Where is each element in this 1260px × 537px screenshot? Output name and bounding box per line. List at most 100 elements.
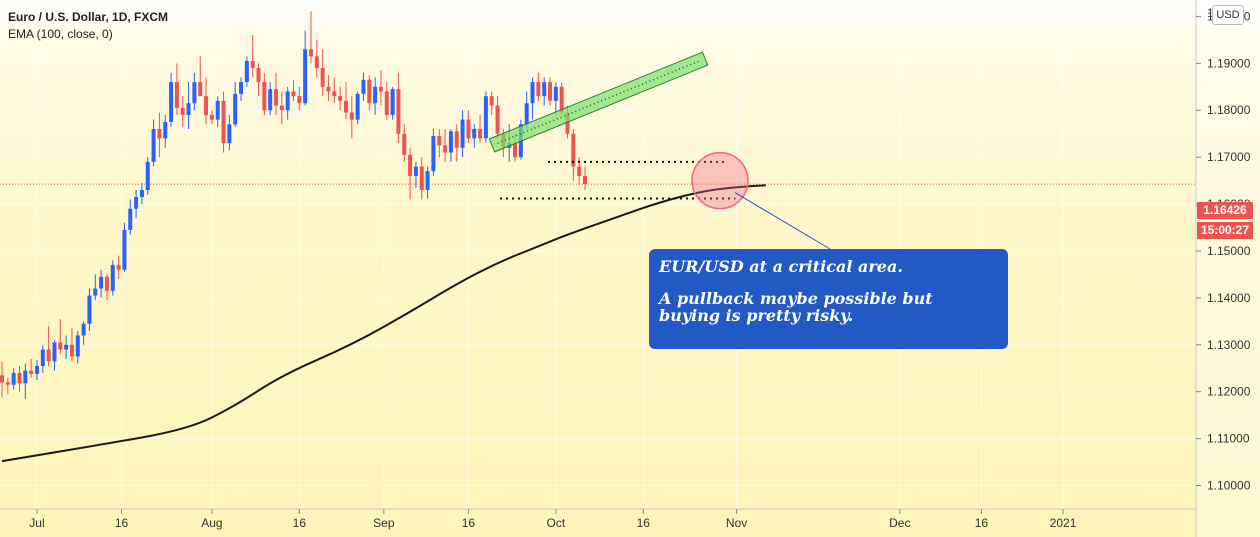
- candle-body: [577, 166, 582, 176]
- candle: [0, 361, 4, 398]
- candle: [355, 91, 360, 125]
- x-tick-label: Oct: [547, 516, 566, 530]
- candle-body: [139, 189, 144, 198]
- candle: [163, 114, 168, 148]
- candle: [23, 363, 28, 399]
- y-tick-label-partial: 1: [1207, 6, 1214, 20]
- candle: [244, 56, 249, 87]
- candle-body: [34, 365, 39, 374]
- candle-body: [145, 161, 150, 190]
- candle: [93, 274, 98, 301]
- x-tick-label: Nov: [726, 516, 747, 530]
- candle: [373, 77, 378, 115]
- candle: [291, 79, 296, 101]
- candle: [99, 269, 104, 298]
- y-tick-label: 1.19000: [1207, 56, 1251, 70]
- candle-body: [64, 344, 69, 350]
- candle-body: [361, 79, 366, 94]
- candle: [11, 368, 16, 390]
- candles: [0, 11, 587, 399]
- candle-body: [204, 96, 209, 115]
- candle-body: [466, 119, 471, 139]
- candle: [17, 365, 22, 392]
- note-connector: [734, 192, 831, 250]
- candle-body: [99, 276, 104, 289]
- x-tick-label: 2021: [1050, 516, 1077, 530]
- candle: [151, 119, 156, 167]
- candle-body: [460, 119, 465, 148]
- candle-body: [5, 382, 10, 385]
- candle-body: [163, 121, 168, 139]
- candle-body: [483, 96, 488, 139]
- candle-body: [495, 105, 500, 134]
- candle-body: [52, 342, 57, 362]
- candle-body: [513, 143, 518, 158]
- price-axis-bg[interactable]: [1196, 0, 1260, 537]
- candle: [419, 157, 424, 200]
- candle: [268, 82, 273, 115]
- candle: [116, 255, 121, 280]
- candle-body: [390, 89, 395, 115]
- candle: [402, 124, 407, 162]
- candle: [413, 161, 418, 188]
- candle-body: [536, 82, 541, 97]
- indicator-label[interactable]: EMA (100, close, 0): [8, 27, 113, 41]
- candle: [145, 157, 150, 195]
- candle: [262, 72, 267, 115]
- currency-button[interactable]: USD: [1212, 5, 1244, 25]
- candle: [361, 72, 366, 101]
- candle-body: [384, 91, 389, 115]
- candle: [308, 11, 313, 64]
- candle-body: [425, 171, 430, 190]
- candle-body: [134, 197, 139, 209]
- candle: [384, 82, 389, 120]
- candle-body: [17, 372, 22, 384]
- candle: [338, 86, 343, 111]
- candle-body: [169, 82, 174, 122]
- candle: [524, 91, 529, 130]
- drawings: [488, 51, 831, 250]
- candle-body: [221, 100, 226, 144]
- candle-body: [29, 370, 34, 374]
- candle: [443, 129, 448, 162]
- y-tick-label: 1.17000: [1207, 150, 1251, 164]
- candle: [483, 91, 488, 144]
- candle: [180, 96, 185, 127]
- candle: [408, 147, 413, 200]
- symbol-title[interactable]: Euro / U.S. Dollar, 1D, FXCM: [8, 10, 169, 24]
- candle-body: [279, 105, 284, 111]
- candle: [204, 77, 209, 125]
- candle: [548, 77, 553, 106]
- y-tick-label: 1.14000: [1207, 291, 1251, 305]
- candle-body: [87, 295, 92, 324]
- candle: [285, 86, 290, 120]
- candle-body: [489, 96, 494, 106]
- candle: [571, 129, 576, 181]
- candle-body: [542, 82, 547, 97]
- candle-body: [75, 335, 80, 357]
- candle: [128, 199, 133, 235]
- rising-channel: [488, 51, 709, 153]
- candle: [256, 63, 261, 97]
- channel-box: [488, 51, 709, 153]
- candle-body: [157, 129, 162, 139]
- candle-body: [553, 86, 558, 101]
- candle: [40, 344, 45, 373]
- candle-body: [250, 60, 255, 69]
- candle-body: [378, 86, 383, 92]
- candle: [104, 274, 109, 301]
- candle-body: [367, 79, 372, 104]
- candle-body: [408, 154, 413, 176]
- candle: [75, 330, 80, 364]
- candle-body: [198, 82, 203, 97]
- candle-body: [81, 323, 86, 336]
- candle: [320, 49, 325, 97]
- candle: [139, 182, 144, 205]
- candle-body: [40, 349, 45, 366]
- time-axis[interactable]: Jul 16 Aug 16 Sep 16 Oct 16 Nov Dec 16 2021: [29, 509, 1077, 530]
- x-tick-label: 16: [462, 516, 476, 530]
- candle-body: [233, 93, 238, 125]
- candle-body: [215, 100, 220, 120]
